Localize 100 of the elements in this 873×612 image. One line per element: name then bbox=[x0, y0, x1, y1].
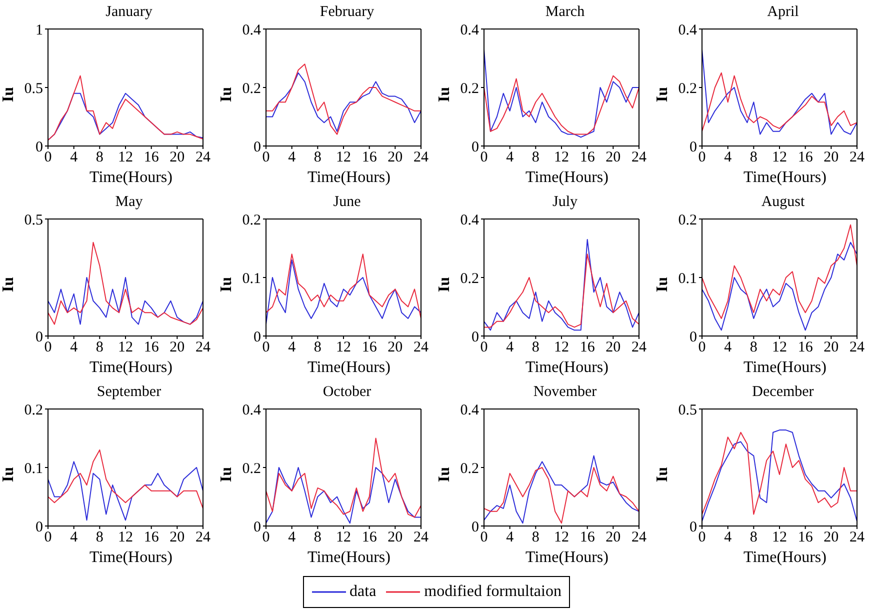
x-tick-label: 8 bbox=[532, 340, 540, 356]
x-tick-label: 4 bbox=[506, 530, 514, 546]
line-series bbox=[266, 72, 421, 132]
x-tick-label: 12 bbox=[118, 530, 133, 546]
x-tick-label: 24 bbox=[414, 150, 429, 166]
y-tick-label: 0.1 bbox=[242, 270, 261, 287]
y-tick-label: 0.4 bbox=[678, 22, 698, 38]
x-tick-label: 16 bbox=[798, 150, 814, 166]
x-tick-label: 4 bbox=[70, 150, 78, 166]
y-tick-label: 0.2 bbox=[24, 402, 43, 418]
x-tick-label: 12 bbox=[772, 530, 787, 546]
y-tick-label: 0 bbox=[472, 519, 479, 536]
x-tick-label: 24 bbox=[632, 530, 647, 546]
y-tick-label: 0.2 bbox=[460, 80, 479, 97]
legend-label: modified formultaion bbox=[424, 583, 562, 601]
x-tick-label: 20 bbox=[606, 530, 621, 546]
y-tick-label: 0.1 bbox=[24, 460, 43, 477]
line-series bbox=[48, 277, 203, 325]
y-axis-title: Iu bbox=[436, 467, 454, 483]
x-tick-label: 8 bbox=[750, 340, 758, 356]
y-tick-label: 0.5 bbox=[678, 402, 697, 418]
x-tick-label: 20 bbox=[824, 150, 839, 166]
y-axis-title: Iu bbox=[218, 87, 236, 103]
x-tick-label: 12 bbox=[118, 150, 133, 166]
y-tick-label: 0 bbox=[472, 139, 479, 156]
line-series bbox=[702, 224, 857, 319]
y-tick-label: 0 bbox=[472, 329, 479, 346]
x-axis-title: Time(Hours) bbox=[742, 358, 828, 378]
line-series bbox=[702, 72, 857, 132]
x-tick-label: 16 bbox=[798, 530, 814, 546]
line-series bbox=[702, 242, 857, 331]
y-tick-label: 0.5 bbox=[24, 80, 43, 97]
chart-title: October bbox=[322, 383, 372, 402]
x-tick-label: 4 bbox=[724, 530, 732, 546]
chart-title: June bbox=[332, 193, 362, 212]
y-axis-title: Iu bbox=[654, 277, 672, 293]
y-axis-title: Iu bbox=[654, 87, 672, 103]
y-tick-label: 0 bbox=[36, 139, 43, 156]
x-tick-label: 20 bbox=[170, 150, 185, 166]
x-tick-label: 12 bbox=[336, 530, 351, 546]
line-series bbox=[266, 259, 421, 325]
line-series bbox=[266, 438, 421, 518]
x-axis-title: Time(Hours) bbox=[88, 548, 174, 568]
x-tick-label: 4 bbox=[724, 340, 732, 356]
x-tick-label: 12 bbox=[772, 150, 787, 166]
chart-title: February bbox=[318, 3, 376, 22]
x-tick-label: 24 bbox=[414, 340, 429, 356]
x-axis-title: Time(Hours) bbox=[742, 168, 828, 188]
y-axis-title: Iu bbox=[0, 87, 18, 103]
x-tick-label: 4 bbox=[506, 150, 514, 166]
line-series bbox=[266, 64, 421, 135]
y-tick-label: 0.4 bbox=[460, 402, 480, 418]
y-tick-label: 0.4 bbox=[242, 22, 262, 38]
x-tick-label: 4 bbox=[724, 150, 732, 166]
x-tick-label: 20 bbox=[606, 340, 621, 356]
x-tick-label: 20 bbox=[824, 340, 839, 356]
y-tick-label: 0 bbox=[690, 519, 697, 536]
y-tick-label: 0.2 bbox=[242, 212, 261, 228]
chart-title: November bbox=[532, 383, 598, 402]
line-series bbox=[484, 467, 639, 524]
line-series bbox=[484, 75, 639, 135]
y-tick-label: 0.4 bbox=[460, 212, 480, 228]
y-tick-label: 0 bbox=[36, 519, 43, 536]
x-tick-label: 16 bbox=[144, 340, 160, 356]
x-tick-label: 24 bbox=[850, 150, 865, 166]
chart-title: August bbox=[760, 193, 806, 212]
x-tick-label: 16 bbox=[580, 530, 596, 546]
x-axis-title: Time(Hours) bbox=[306, 168, 392, 188]
x-tick-label: 8 bbox=[96, 150, 104, 166]
x-tick-label: 8 bbox=[314, 150, 322, 166]
x-tick-label: 16 bbox=[580, 340, 596, 356]
x-tick-label: 12 bbox=[554, 150, 569, 166]
x-axis-title: Time(Hours) bbox=[524, 168, 610, 188]
y-tick-label: 1 bbox=[36, 22, 43, 38]
x-tick-label: 20 bbox=[824, 530, 839, 546]
x-tick-label: 20 bbox=[388, 150, 403, 166]
x-tick-label: 24 bbox=[414, 530, 429, 546]
x-tick-label: 8 bbox=[532, 530, 540, 546]
y-axis-title: Iu bbox=[654, 467, 672, 483]
x-tick-label: 8 bbox=[750, 530, 758, 546]
x-tick-label: 16 bbox=[362, 340, 378, 356]
x-tick-label: 12 bbox=[336, 150, 351, 166]
y-tick-label: 0 bbox=[690, 139, 697, 156]
line-series bbox=[484, 238, 639, 331]
x-tick-label: 20 bbox=[388, 530, 403, 546]
x-tick-label: 20 bbox=[606, 150, 621, 166]
x-axis-title: Time(Hours) bbox=[524, 548, 610, 568]
y-tick-label: 0.2 bbox=[242, 460, 261, 477]
line-series bbox=[484, 254, 639, 328]
x-tick-label: 8 bbox=[750, 150, 758, 166]
x-tick-label: 16 bbox=[362, 150, 378, 166]
line-series bbox=[48, 75, 203, 141]
x-tick-label: 24 bbox=[196, 150, 211, 166]
x-axis-title: Time(Hours) bbox=[88, 168, 174, 188]
line-series bbox=[484, 455, 639, 524]
y-tick-label: 0 bbox=[690, 329, 697, 346]
x-tick-label: 12 bbox=[118, 340, 133, 356]
y-axis-title: Iu bbox=[218, 467, 236, 483]
chart-title: September bbox=[96, 383, 162, 402]
x-axis-title: Time(Hours) bbox=[306, 548, 392, 568]
